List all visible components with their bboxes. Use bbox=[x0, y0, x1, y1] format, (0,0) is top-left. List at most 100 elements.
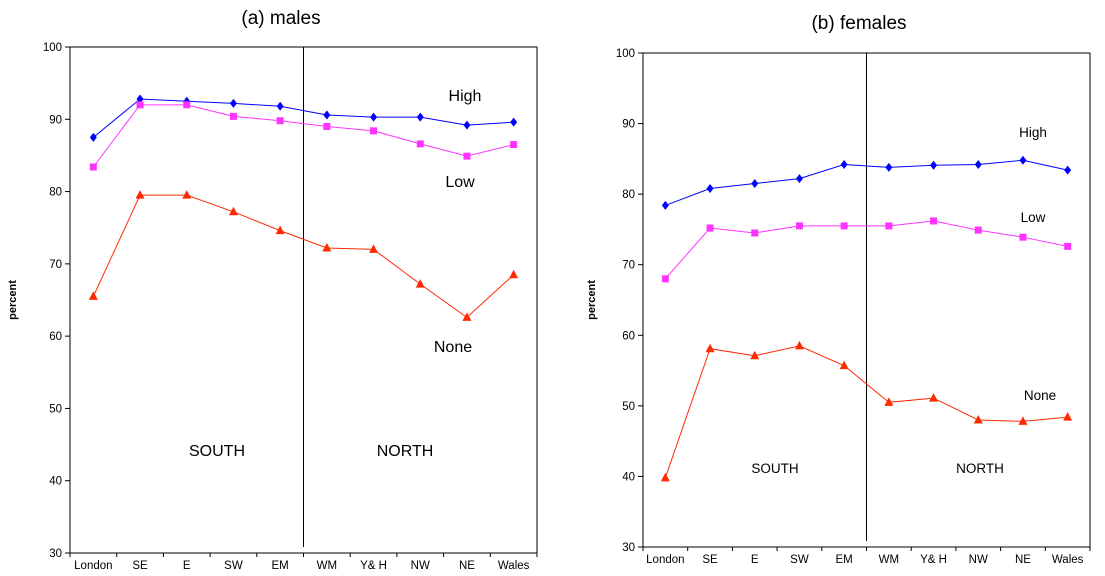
region-label-north: NORTH bbox=[377, 443, 434, 460]
y-tick-label: 80 bbox=[622, 189, 635, 201]
series-none bbox=[88, 190, 519, 321]
data-point bbox=[751, 179, 759, 189]
y-tick-label: 30 bbox=[49, 548, 62, 560]
data-point bbox=[705, 343, 715, 353]
series-line bbox=[92, 194, 514, 318]
chart-males: (a) males 30 40 50 60 70 80 90 100 percent London S… bbox=[7, 8, 538, 572]
data-point bbox=[229, 112, 237, 120]
y-tick-label: 80 bbox=[49, 187, 62, 199]
chart-title: (b) females bbox=[811, 13, 906, 34]
x-tick-label: SW bbox=[790, 554, 809, 566]
data-point bbox=[228, 206, 238, 216]
x-tick-label: SW bbox=[224, 560, 243, 572]
data-point bbox=[89, 132, 97, 142]
x-tick-label: NE bbox=[459, 560, 475, 572]
data-point bbox=[974, 160, 982, 170]
y-tick-label: 50 bbox=[622, 401, 635, 413]
data-point bbox=[795, 222, 803, 230]
data-point bbox=[89, 163, 97, 171]
data-point bbox=[416, 112, 424, 122]
series-line bbox=[92, 104, 514, 168]
x-tick-label: London bbox=[646, 554, 684, 566]
y-tick-label: 60 bbox=[49, 331, 62, 343]
series-line bbox=[665, 159, 1068, 206]
data-point bbox=[1064, 242, 1072, 250]
data-point bbox=[276, 117, 284, 125]
x-tick-label: WM bbox=[879, 554, 899, 566]
y-tick-label: 90 bbox=[622, 119, 635, 131]
y-tick-label: 40 bbox=[622, 471, 635, 483]
series-low bbox=[661, 217, 1072, 283]
data-point bbox=[183, 101, 191, 109]
y-tick-label: 70 bbox=[49, 259, 62, 271]
y-tick-label: 60 bbox=[622, 330, 635, 342]
data-point bbox=[182, 190, 192, 199]
chart-females: (b) females 30 40 50 60 70 80 90 100 percent Londo… bbox=[586, 13, 1091, 566]
x-tick-label: SE bbox=[702, 554, 718, 566]
data-point bbox=[370, 112, 378, 122]
series-high bbox=[89, 94, 518, 142]
data-point bbox=[136, 101, 144, 109]
data-point bbox=[706, 224, 714, 232]
data-point bbox=[885, 222, 893, 230]
data-point bbox=[750, 350, 760, 360]
data-point bbox=[415, 279, 425, 288]
series-line bbox=[664, 220, 1068, 280]
data-point bbox=[706, 183, 714, 193]
series-label-none: None bbox=[1024, 388, 1056, 403]
x-tick-label: Y& H bbox=[360, 560, 387, 572]
y-axis-label: percent bbox=[7, 280, 19, 320]
data-point bbox=[930, 217, 938, 225]
data-point bbox=[369, 244, 379, 253]
data-point bbox=[840, 160, 848, 170]
x-tick-label: WM bbox=[317, 560, 337, 572]
data-point bbox=[323, 110, 331, 120]
data-point bbox=[88, 291, 98, 300]
series-none bbox=[660, 340, 1073, 482]
data-point bbox=[276, 101, 284, 111]
data-point bbox=[463, 120, 471, 130]
data-point bbox=[840, 222, 848, 230]
y-tick-label: 30 bbox=[622, 542, 635, 554]
x-tick-label: Wales bbox=[1052, 554, 1084, 566]
region-label-south: SOUTH bbox=[751, 461, 798, 476]
data-point bbox=[323, 123, 331, 131]
y-tick-label: 50 bbox=[49, 403, 62, 415]
data-point bbox=[661, 275, 669, 283]
data-point bbox=[510, 141, 518, 149]
data-point bbox=[839, 360, 849, 370]
data-point bbox=[510, 117, 518, 127]
series-label-none: None bbox=[434, 339, 472, 356]
x-tick-label: NE bbox=[1015, 554, 1031, 566]
x-tick-label: EM bbox=[836, 554, 853, 566]
data-point bbox=[1018, 416, 1028, 425]
y-tick-label: 100 bbox=[616, 48, 635, 60]
data-point bbox=[661, 200, 669, 210]
region-label-south: SOUTH bbox=[189, 443, 245, 460]
x-tick-label: E bbox=[183, 560, 191, 572]
data-point bbox=[1019, 233, 1027, 241]
data-point bbox=[462, 312, 472, 321]
y-tick-label: 100 bbox=[43, 42, 62, 54]
data-point bbox=[929, 393, 939, 402]
x-tick-label: Wales bbox=[498, 560, 530, 572]
data-point bbox=[884, 397, 894, 406]
data-point bbox=[794, 340, 804, 350]
x-tick-label: NW bbox=[969, 554, 988, 566]
y-tick-label: 90 bbox=[49, 114, 62, 126]
x-tick-label: EM bbox=[272, 560, 289, 572]
y-tick-label: 70 bbox=[622, 260, 635, 272]
x-tick-label: Y& H bbox=[920, 554, 947, 566]
series-line bbox=[93, 98, 514, 138]
data-point bbox=[885, 162, 893, 172]
y-tick-label: 40 bbox=[49, 476, 62, 488]
data-point bbox=[229, 98, 237, 108]
data-point bbox=[795, 174, 803, 184]
region-label-north: NORTH bbox=[956, 461, 1004, 476]
series-high bbox=[661, 155, 1072, 210]
y-axis-label: percent bbox=[586, 280, 598, 320]
data-point bbox=[322, 242, 332, 252]
data-point bbox=[416, 140, 424, 148]
data-point bbox=[463, 152, 471, 160]
